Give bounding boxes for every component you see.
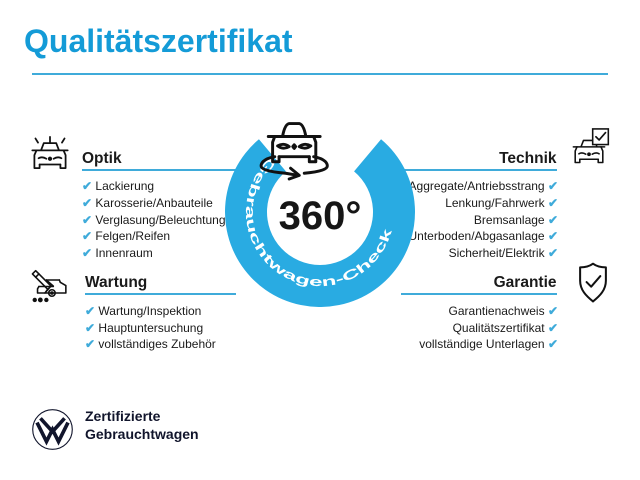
svg-text:360°: 360°	[279, 194, 362, 238]
